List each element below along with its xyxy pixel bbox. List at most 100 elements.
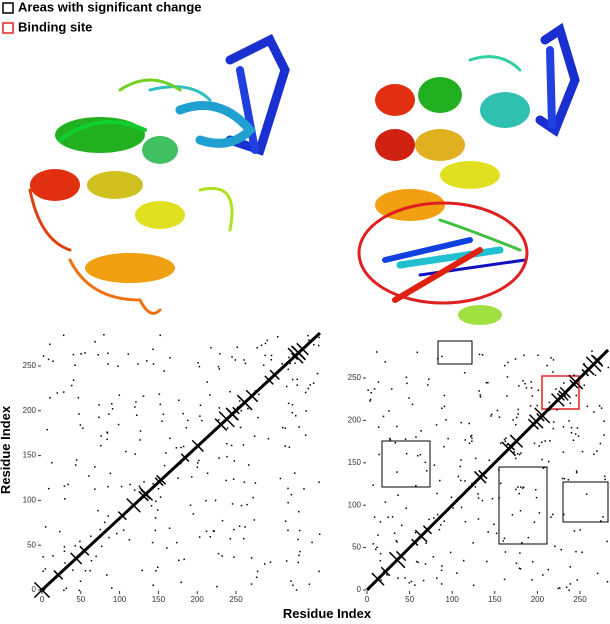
contact-dot bbox=[443, 445, 445, 448]
contact-dot bbox=[127, 353, 130, 355]
contact-dot bbox=[156, 566, 159, 569]
contact-dot bbox=[390, 388, 393, 390]
contact-dot bbox=[287, 501, 289, 504]
contact-dot bbox=[563, 513, 565, 516]
contact-dot bbox=[169, 357, 171, 359]
contact-dot bbox=[542, 467, 544, 469]
contact-dot bbox=[296, 378, 298, 381]
contact-dot bbox=[47, 487, 50, 490]
contact-dot bbox=[511, 514, 514, 516]
contact-dot bbox=[468, 422, 470, 425]
contact-dot bbox=[292, 584, 294, 587]
contact-dot bbox=[425, 542, 427, 544]
contact-dot bbox=[210, 346, 212, 349]
contact-dot bbox=[98, 404, 100, 406]
contact-dot bbox=[372, 543, 375, 545]
contact-dot bbox=[450, 504, 452, 507]
contact-dot bbox=[569, 566, 572, 568]
contact-dot bbox=[63, 546, 66, 548]
contact-dot bbox=[307, 334, 309, 337]
contact-dot bbox=[166, 547, 168, 549]
contact-dot bbox=[65, 587, 68, 590]
contact-dot bbox=[94, 466, 96, 468]
binding-site-ellipse bbox=[357, 201, 529, 305]
contact-dot bbox=[550, 516, 552, 518]
contact-dot bbox=[538, 445, 540, 447]
contact-dot bbox=[575, 470, 578, 472]
contact-dot bbox=[518, 385, 520, 387]
contact-dot bbox=[296, 384, 299, 386]
contact-dot bbox=[552, 359, 555, 361]
protein-structure bbox=[357, 22, 580, 325]
contact-dot bbox=[156, 509, 159, 511]
contact-dot bbox=[70, 384, 73, 387]
contact-dot bbox=[555, 388, 557, 390]
contact-dot bbox=[238, 400, 241, 402]
contact-dot bbox=[52, 360, 54, 362]
contact-dot bbox=[106, 431, 108, 433]
contact-dot bbox=[179, 462, 182, 464]
contact-dot bbox=[74, 544, 76, 547]
contact-dot bbox=[72, 379, 75, 381]
contact-dot bbox=[307, 387, 310, 390]
contact-dot bbox=[507, 361, 509, 364]
contact-dot bbox=[298, 554, 300, 557]
contact-dot bbox=[212, 530, 215, 532]
contact-dot bbox=[556, 409, 558, 411]
contact-dot bbox=[452, 507, 454, 509]
contact-dot bbox=[213, 530, 215, 533]
contact-dot bbox=[281, 426, 284, 429]
y-tick-label: 200 bbox=[23, 406, 37, 415]
contact-dot bbox=[522, 380, 524, 382]
contact-dot bbox=[168, 527, 171, 529]
contact-dot bbox=[266, 339, 269, 342]
contact-dot bbox=[518, 453, 521, 456]
contact-dot bbox=[185, 426, 188, 429]
contact-dot bbox=[192, 513, 195, 515]
contact-dot bbox=[583, 384, 586, 387]
contact-dot bbox=[505, 437, 507, 439]
contact-dot bbox=[416, 351, 419, 354]
contact-dot bbox=[440, 407, 443, 410]
contact-dot bbox=[270, 358, 273, 361]
contact-dot bbox=[243, 359, 245, 361]
contact-dot bbox=[370, 391, 372, 394]
contact-dot bbox=[244, 526, 246, 528]
contact-dot bbox=[563, 477, 566, 480]
contact-dot bbox=[318, 481, 320, 483]
y-tick-label: 100 bbox=[348, 500, 362, 509]
contact-dot bbox=[276, 336, 279, 338]
contact-dot bbox=[520, 486, 522, 488]
contact-dot bbox=[248, 464, 250, 466]
contact-dot bbox=[490, 415, 492, 417]
contact-dot bbox=[599, 442, 602, 445]
contact-dot bbox=[94, 341, 96, 343]
contact-dot bbox=[291, 411, 294, 414]
contact-dot bbox=[108, 413, 110, 415]
contact-dot bbox=[46, 428, 48, 431]
contact-dot bbox=[78, 589, 81, 592]
contact-dot bbox=[77, 396, 80, 399]
contact-dot bbox=[477, 497, 480, 499]
contact-dot bbox=[42, 570, 44, 572]
contact-dot bbox=[573, 530, 576, 532]
contact-dot bbox=[530, 381, 532, 383]
contact-dot bbox=[135, 401, 137, 403]
contact-dot bbox=[376, 546, 378, 549]
contact-dot bbox=[534, 488, 537, 491]
contact-dot bbox=[116, 532, 118, 535]
contact-dot bbox=[281, 363, 283, 365]
contact-dot bbox=[603, 434, 605, 436]
contact-dot bbox=[198, 459, 200, 462]
contact-dot bbox=[180, 446, 182, 449]
contact-dot bbox=[569, 402, 572, 405]
contact-dot bbox=[369, 398, 372, 401]
contact-dot bbox=[157, 488, 160, 490]
contact-dot bbox=[474, 486, 477, 488]
contact-dot bbox=[573, 374, 575, 376]
contact-dot bbox=[554, 545, 556, 547]
contact-dot bbox=[316, 372, 319, 375]
contact-dot bbox=[152, 482, 154, 485]
contact-cross bbox=[536, 412, 545, 422]
contact-dot bbox=[291, 378, 294, 381]
